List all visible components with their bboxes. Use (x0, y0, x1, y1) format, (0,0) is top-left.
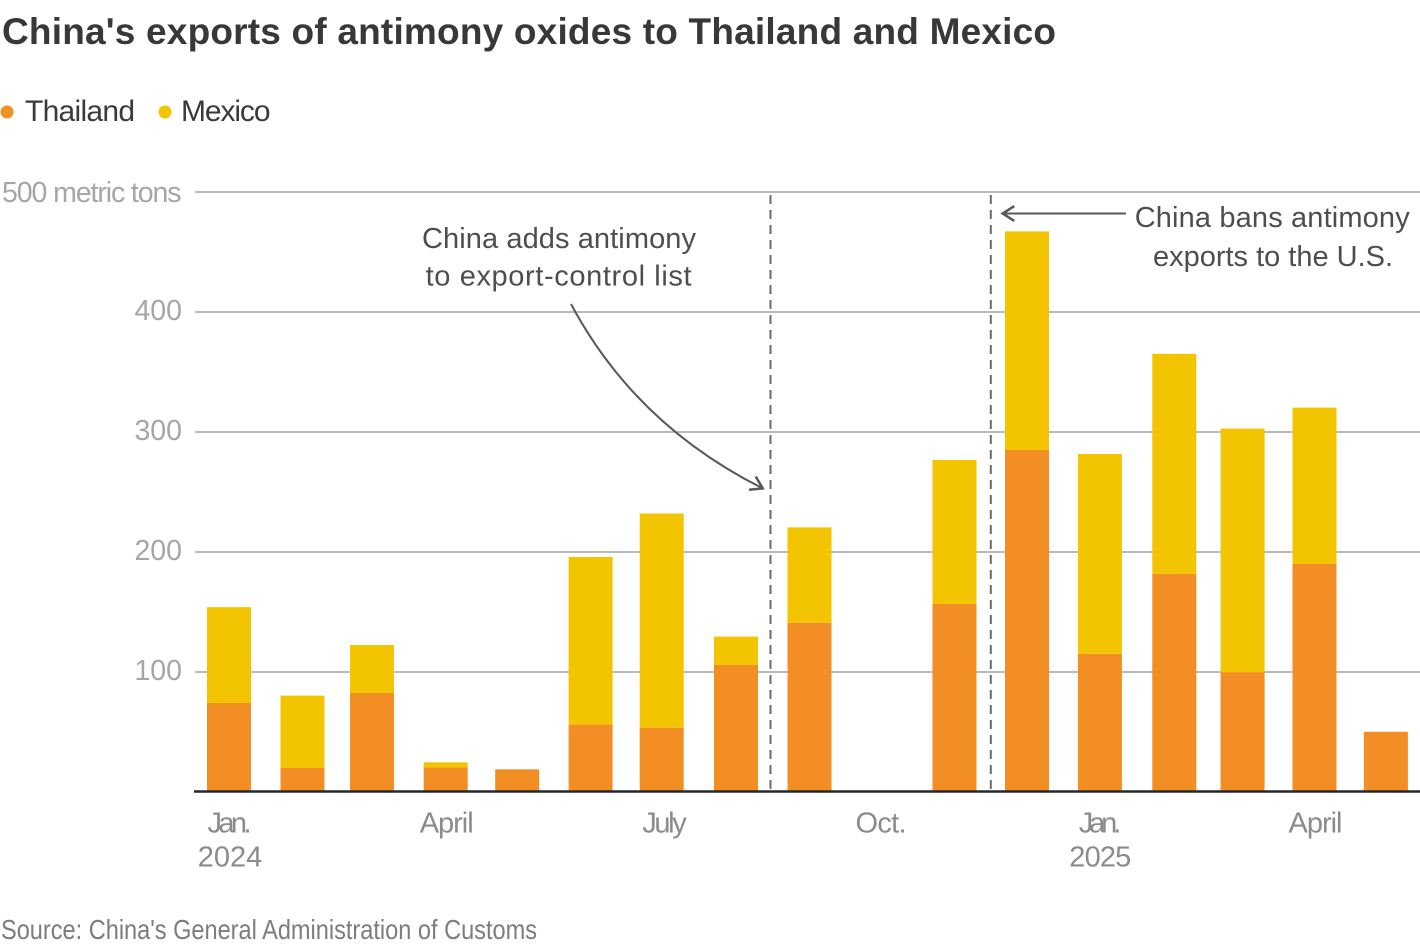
svg-text:exports to the U.S.: exports to the U.S. (1153, 241, 1393, 273)
svg-text:Source: China's General Admini: Source: China's General Administration o… (1, 914, 537, 945)
svg-text:Thailand: Thailand (25, 95, 135, 128)
svg-text:500 metric tons: 500 metric tons (2, 177, 182, 209)
svg-text:July: July (642, 808, 687, 840)
svg-text:200: 200 (134, 535, 182, 567)
svg-text:Oct.: Oct. (856, 808, 907, 840)
svg-text:Jan.: Jan. (1079, 808, 1122, 840)
svg-text:2025: 2025 (1069, 842, 1131, 874)
svg-text:Jan.: Jan. (208, 808, 252, 840)
svg-text:China bans antimony: China bans antimony (1135, 202, 1411, 234)
svg-text:April: April (1289, 808, 1343, 840)
svg-text:to export-control list: to export-control list (426, 261, 692, 293)
svg-text:400: 400 (134, 295, 182, 327)
svg-text:Mexico: Mexico (181, 95, 271, 128)
svg-text:China adds antimony: China adds antimony (422, 223, 697, 255)
svg-text:China's exports of antimony ox: China's exports of antimony oxides to Th… (2, 11, 1056, 52)
svg-text:April: April (420, 808, 474, 840)
svg-text:2024: 2024 (198, 842, 263, 874)
svg-text:100: 100 (134, 655, 182, 687)
svg-text:300: 300 (134, 415, 182, 447)
